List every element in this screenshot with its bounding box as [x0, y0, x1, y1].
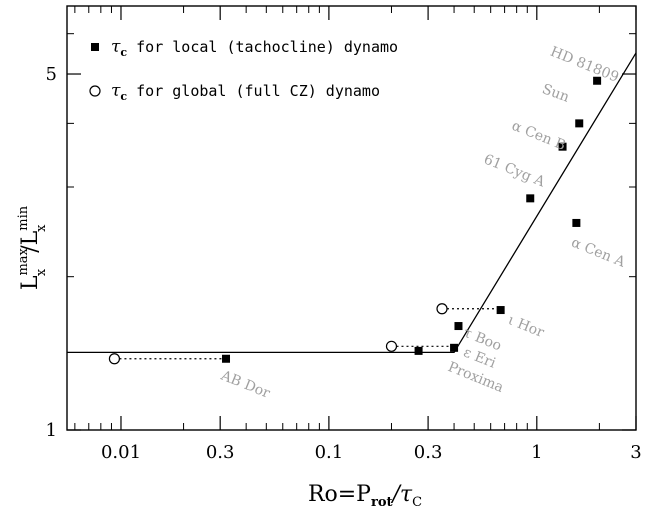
- x-tick-label: 0.01: [101, 442, 141, 463]
- fit-polyline: [67, 52, 637, 354]
- star-label: 61 Cyg A: [481, 151, 548, 190]
- x-tick-label: 3: [630, 442, 641, 463]
- local-dynamo-point: [572, 218, 581, 227]
- local-dynamo-point: [526, 194, 535, 203]
- star-label: AB Dor: [218, 367, 273, 402]
- legend-global-label: τc for global (full CZ) dynamo: [111, 81, 380, 103]
- x-axis-title: Ro=Prot/τC: [308, 482, 422, 510]
- local-dynamo-point: [450, 343, 459, 352]
- y-axis-title: Lmax x/Lmin x: [16, 205, 49, 290]
- star-label: α Cen B: [509, 118, 568, 154]
- local-dynamo-point: [593, 76, 602, 85]
- plot-frame-border: [66, 5, 637, 431]
- plot-frame: [66, 5, 637, 431]
- legend-local-marker: [91, 43, 99, 51]
- y-tick-label: 1: [46, 420, 57, 441]
- star-label: Sun: [540, 81, 571, 105]
- global-dynamo-point: [385, 340, 398, 352]
- star-label: ι Hor: [506, 312, 547, 341]
- x-tick-label: 0.1: [315, 442, 344, 463]
- connector-lines: [114, 308, 501, 360]
- fit-line: [67, 52, 637, 354]
- legend-global-marker: [89, 85, 101, 97]
- star-label: α Cen A: [569, 235, 628, 271]
- x-tick-label: 0.3: [206, 442, 235, 463]
- data-points: [108, 76, 602, 365]
- local-dynamo-point: [496, 306, 505, 315]
- local-dynamo-point: [454, 322, 463, 331]
- x-tick-label: 1: [531, 442, 542, 463]
- local-dynamo-point: [575, 119, 584, 128]
- local-dynamo-point: [558, 142, 567, 151]
- x-tick-label: 0.3: [414, 442, 443, 463]
- local-dynamo-point: [222, 354, 231, 363]
- star-label: HD 81809: [548, 44, 621, 86]
- global-dynamo-point: [436, 303, 448, 315]
- axis-ticks: 0.01 0.3 0.1 0.3 1 3 1 5: [46, 6, 642, 463]
- global-dynamo-point: [108, 353, 121, 365]
- legend-local-label: τc for local (tachocline) dynamo: [111, 37, 398, 59]
- local-dynamo-point: [414, 346, 423, 355]
- legend: τc for local (tachocline) dynamo τc for …: [89, 37, 398, 103]
- y-tick-label: 5: [46, 64, 57, 85]
